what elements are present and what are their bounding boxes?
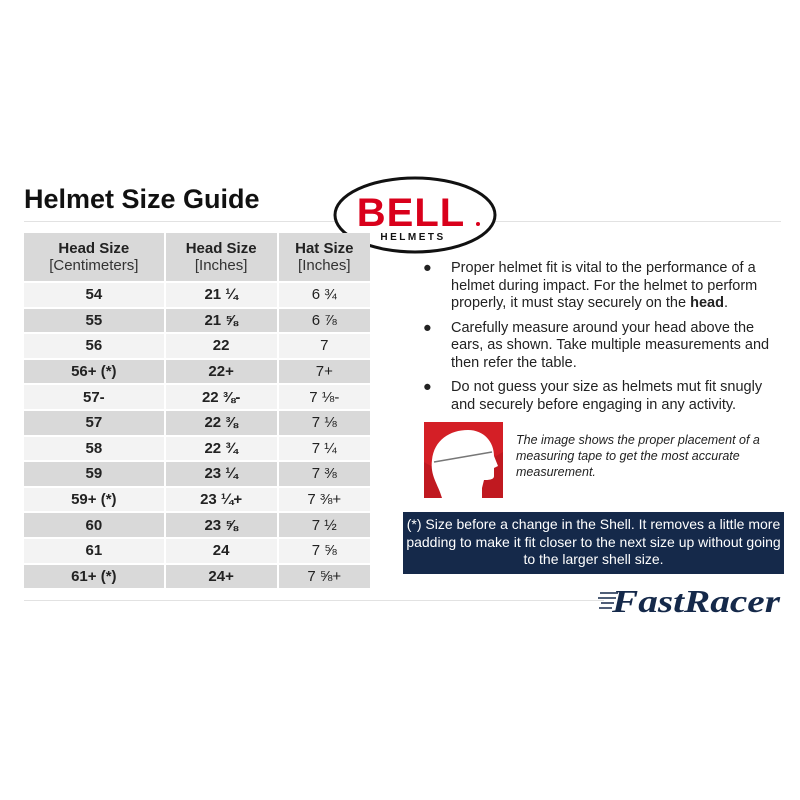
size-table: Head Size [Centimeters] Head Size [Inches] H… xyxy=(22,231,372,590)
bullet-text: Do not guess your size as helmets mut fi… xyxy=(451,379,763,413)
header-unit: [Inches] xyxy=(194,257,248,274)
table-cell: 24+ xyxy=(165,564,277,589)
table-cell: 7 xyxy=(278,334,370,358)
table-cell: 23 ⅝ xyxy=(165,513,277,537)
table-cell: 23 ¼+ xyxy=(165,487,277,512)
table-cell: 22 ⅜ xyxy=(165,410,277,435)
table-cell: 6 ¾ xyxy=(278,283,370,307)
table-row: 56 22 7 xyxy=(24,334,370,358)
bullet-bold: head xyxy=(690,295,724,311)
table-cell: 60 xyxy=(24,513,164,537)
table-cell: 57- xyxy=(24,385,164,409)
header-unit: [Centimeters] xyxy=(49,257,139,274)
table-cell: 22+ xyxy=(165,359,277,384)
table-row: 59+ (*) 23 ¼+ 7 ⅜+ xyxy=(24,487,370,512)
table-cell: 56 xyxy=(24,334,164,358)
table-cell: 7 ⅛ xyxy=(278,410,370,435)
table-cell: 22 xyxy=(165,334,277,358)
table-cell: 61 xyxy=(24,538,164,563)
table-cell: 7 ⅝+ xyxy=(278,564,370,589)
bullet-item: ● Do not guess your size as helmets mut f… xyxy=(420,379,780,414)
table-cell: 58 xyxy=(24,436,164,461)
table-cell: 7+ xyxy=(278,359,370,384)
bell-helmets-logo: BELL HELMETS xyxy=(333,176,497,254)
table-cell: 7 ⅜+ xyxy=(278,487,370,512)
svg-text:FastRacer: FastRacer xyxy=(611,583,781,619)
table-cell: 7 ½ xyxy=(278,513,370,537)
head-measurement-icon xyxy=(424,422,503,498)
header-unit: [Inches] xyxy=(298,257,351,274)
table-cell: 7 ⅜ xyxy=(278,462,370,486)
table-cell: 59 xyxy=(24,462,164,486)
bullet-icon: ● xyxy=(423,379,432,395)
page-title: Helmet Size Guide xyxy=(24,184,260,214)
table-cell: 7 ⅝ xyxy=(278,538,370,563)
table-cell: 7 ⅛- xyxy=(278,385,370,409)
table-row: 57- 22 ⅜- 7 ⅛- xyxy=(24,385,370,409)
table-cell: 59+ (*) xyxy=(24,487,164,512)
table-cell: 55 xyxy=(24,308,164,333)
fastracer-logo: FastRacer xyxy=(598,583,781,619)
fit-instructions: ● Proper helmet fit is vital to the perfo… xyxy=(420,260,780,421)
column-header: Head Size [Centimeters] xyxy=(24,233,164,281)
header-title: Head Size xyxy=(58,240,130,257)
column-header: Head Size [Inches] xyxy=(165,233,277,281)
table-cell: 56+ (*) xyxy=(24,359,164,384)
image-caption: The image shows the proper placement of … xyxy=(516,433,760,479)
svg-text:HELMETS: HELMETS xyxy=(380,232,445,243)
table-row: 61+ (*) 24+ 7 ⅝+ xyxy=(24,564,370,589)
table-cell: 7 ¼ xyxy=(278,436,370,461)
bullet-text: Proper helmet fit is vital to the perfor… xyxy=(451,260,758,311)
divider-bottom xyxy=(24,600,604,601)
table-cell: 54 xyxy=(24,283,164,307)
bullet-icon: ● xyxy=(423,260,432,276)
table-row: 56+ (*) 22+ 7+ xyxy=(24,359,370,384)
table-cell: 57 xyxy=(24,410,164,435)
table-cell: 21 ⅝ xyxy=(165,308,277,333)
bullet-item: ● Carefully measure around your head abov… xyxy=(420,320,780,373)
table-cell: 21 ¼ xyxy=(165,283,277,307)
shell-size-note: (*) Size before a change in the Shell. I… xyxy=(403,512,784,574)
bullet-item: ● Proper helmet fit is vital to the perfo… xyxy=(420,260,780,313)
table-row: 61 24 7 ⅝ xyxy=(24,538,370,563)
header-title: Head Size xyxy=(185,240,257,257)
column-header: Hat Size [Inches] xyxy=(278,233,370,281)
table-cell: 23 ¼ xyxy=(165,462,277,486)
table-cell: 22 ⅜- xyxy=(165,385,277,409)
table-cell: 61+ (*) xyxy=(24,564,164,589)
table-cell: 22 ¾ xyxy=(165,436,277,461)
table-cell: 6 ⅞ xyxy=(278,308,370,333)
table-cell: 24 xyxy=(165,538,277,563)
bullet-end: . xyxy=(723,295,728,311)
svg-text:BELL: BELL xyxy=(357,191,465,235)
bullet-icon: ● xyxy=(423,319,432,336)
bullet-text: Carefully measure around your head above… xyxy=(451,319,770,371)
header-title: Hat Size xyxy=(295,240,354,257)
